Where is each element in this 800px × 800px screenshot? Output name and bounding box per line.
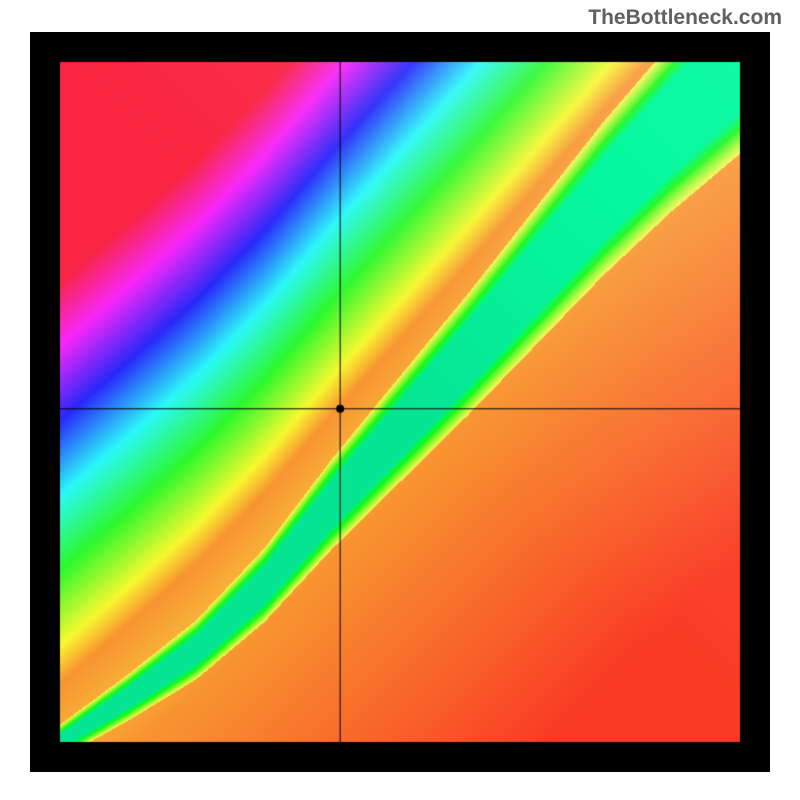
heatmap-canvas <box>30 32 770 772</box>
heatmap-plot <box>30 32 770 772</box>
attribution-label: TheBottleneck.com <box>588 6 782 30</box>
